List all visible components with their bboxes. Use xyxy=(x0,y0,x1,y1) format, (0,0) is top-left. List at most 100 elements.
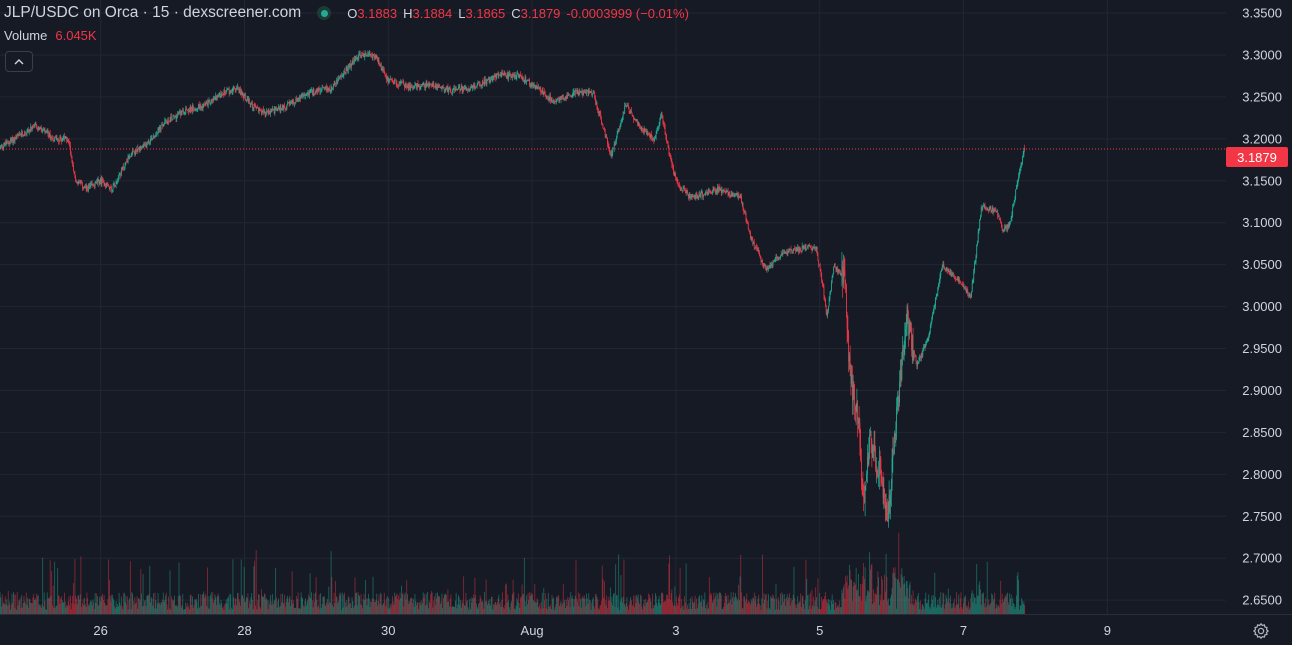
volume-bar xyxy=(235,598,237,614)
candle-body xyxy=(821,273,823,282)
candle-body xyxy=(636,119,638,121)
volume-bar xyxy=(733,601,735,614)
volume-bar xyxy=(623,559,625,614)
price-axis[interactable]: 3.35003.30003.25003.20003.15003.10003.05… xyxy=(1242,6,1282,608)
volume-bar xyxy=(645,599,647,614)
candle-body xyxy=(548,96,550,101)
candle-body xyxy=(404,84,405,88)
volume-bar xyxy=(460,607,462,614)
candle-body xyxy=(112,185,114,190)
candle-body xyxy=(150,138,151,142)
candle-body xyxy=(985,207,987,209)
symbol-title[interactable]: JLP/USDC on Orca · 15 · dexscreener.com xyxy=(4,4,302,21)
volume-bar xyxy=(891,587,893,614)
volume-bar xyxy=(603,597,605,614)
volume-bar xyxy=(657,605,659,614)
volume-bar xyxy=(675,606,677,614)
volume-label: Volume xyxy=(4,28,48,43)
volume-bar xyxy=(73,583,74,614)
candle-body xyxy=(638,122,640,127)
candle-body xyxy=(697,194,699,198)
volume-bar xyxy=(960,592,962,614)
candle-body xyxy=(1015,189,1017,199)
candle-body xyxy=(890,484,892,496)
candle-body xyxy=(395,79,396,81)
candle-body xyxy=(660,114,662,117)
volume-bar xyxy=(952,607,954,614)
volume-bars xyxy=(0,532,1026,614)
candle-body xyxy=(17,134,19,136)
volume-bar xyxy=(801,607,802,614)
candle-body xyxy=(722,190,724,192)
volume-bar xyxy=(826,599,828,614)
candle-body xyxy=(564,99,566,100)
gear-icon[interactable] xyxy=(1252,622,1270,640)
candle-body xyxy=(286,104,288,109)
volume-bar xyxy=(466,601,468,614)
candle-body xyxy=(565,96,566,100)
volume-bar xyxy=(137,608,139,614)
candle-body xyxy=(425,82,427,86)
candle-body xyxy=(542,90,544,95)
candle-body xyxy=(761,260,763,262)
volume-bar xyxy=(663,602,665,614)
volume-bar xyxy=(243,567,245,614)
volume-bar xyxy=(711,594,712,614)
candle-body xyxy=(491,76,493,81)
volume-bar xyxy=(857,589,859,614)
volume-bar xyxy=(786,597,787,614)
volume-bar xyxy=(966,607,968,614)
candle-body xyxy=(120,173,121,176)
volume-bar xyxy=(1006,593,1008,614)
candle-body xyxy=(709,191,711,192)
candle-body xyxy=(90,183,92,185)
candle-body xyxy=(522,79,524,81)
volume-bar xyxy=(392,596,393,614)
candle-body xyxy=(93,185,95,187)
volume-bar xyxy=(216,596,218,614)
volume-bar xyxy=(284,606,286,614)
volume-bar xyxy=(821,596,823,614)
volume-bar xyxy=(957,603,959,614)
volume-bar xyxy=(815,587,817,614)
candle-body xyxy=(489,80,491,82)
candle-body xyxy=(19,133,20,136)
collapse-legend-button[interactable] xyxy=(5,51,33,72)
volume-bar xyxy=(984,607,986,614)
volume-bar xyxy=(958,594,960,614)
candle-body xyxy=(496,73,498,79)
candle-body xyxy=(591,91,593,96)
candle-body xyxy=(175,115,177,119)
candle-body xyxy=(437,86,439,87)
volume-bar xyxy=(389,608,390,614)
candle-body xyxy=(955,278,957,280)
volume-bar xyxy=(732,597,733,614)
volume-bar xyxy=(422,592,424,614)
volume-bar xyxy=(210,595,211,614)
candle-body xyxy=(788,248,790,253)
candle-body xyxy=(767,267,769,270)
volume-bar xyxy=(195,598,197,614)
volume-bar xyxy=(804,600,806,614)
volume-bar xyxy=(709,595,711,614)
candle-body xyxy=(656,129,658,134)
candle-body xyxy=(481,85,483,87)
volume-bar xyxy=(484,601,486,614)
candle-body xyxy=(305,95,307,97)
volume-bar xyxy=(130,609,132,614)
candle-body xyxy=(377,60,379,62)
volume-bar xyxy=(144,600,145,614)
time-axis[interactable]: 26 28 30 Aug 3 5 7 9 xyxy=(0,614,1292,639)
candle-body xyxy=(888,494,890,512)
volume-bar xyxy=(777,597,779,614)
candle-body xyxy=(62,138,64,140)
volume-bar xyxy=(908,598,909,614)
candle-body xyxy=(739,195,741,198)
volume-bar xyxy=(634,595,636,614)
candle-body xyxy=(584,91,586,93)
candle-body xyxy=(354,59,356,61)
candle-body xyxy=(69,141,71,146)
volume-bar xyxy=(431,591,432,614)
candle-body xyxy=(255,107,257,109)
